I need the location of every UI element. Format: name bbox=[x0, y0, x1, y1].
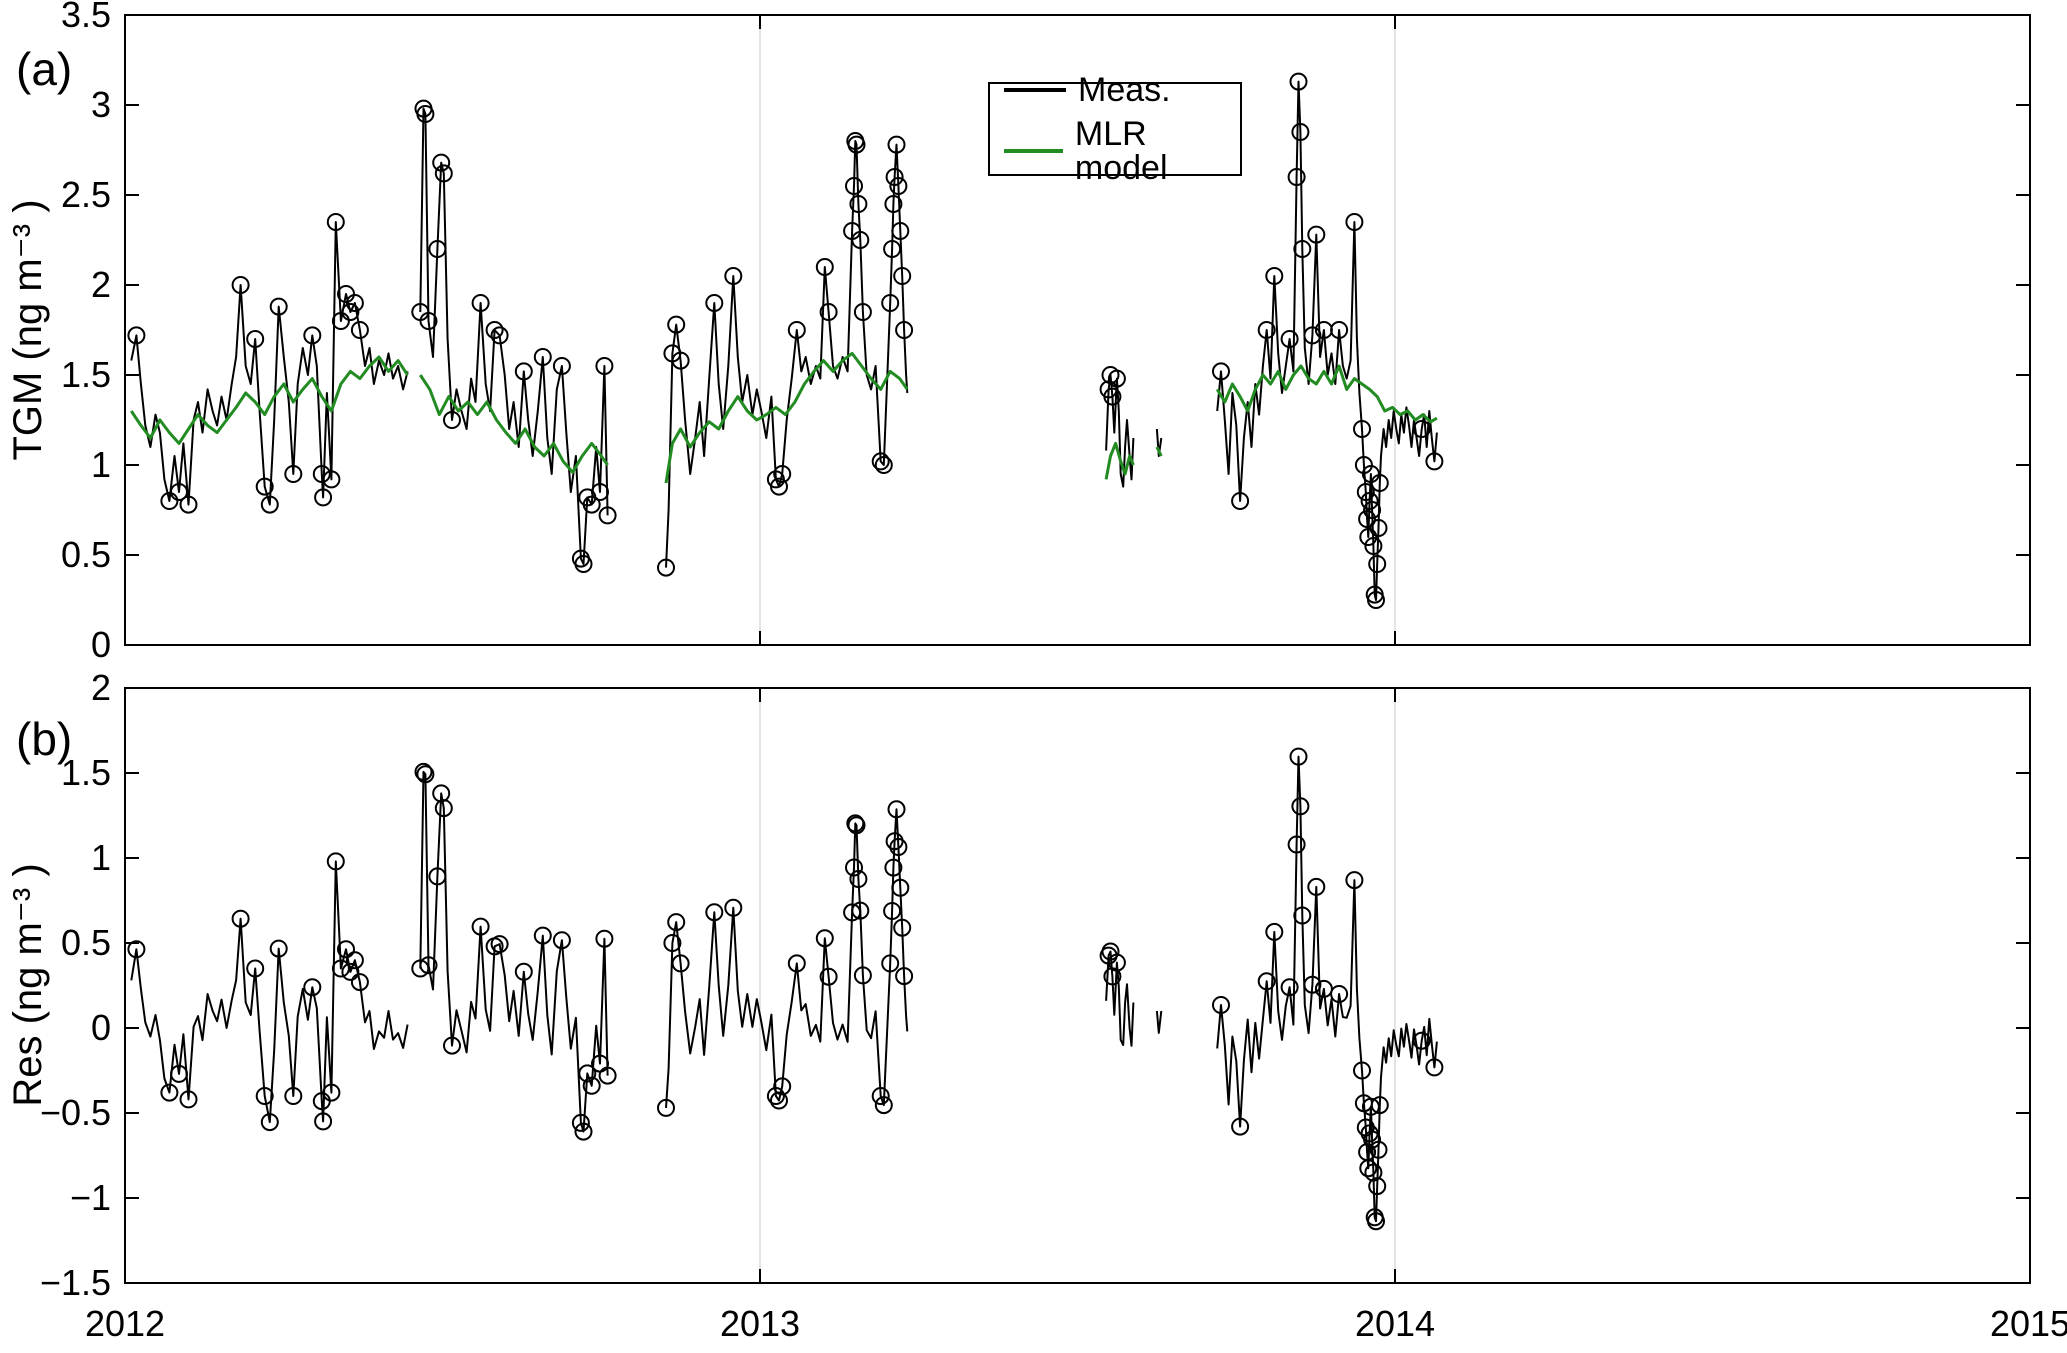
legend-label-meas: Meas. bbox=[1078, 71, 1171, 109]
data-marker bbox=[350, 973, 369, 992]
mlr-model-line-a bbox=[130, 351, 1438, 484]
mlr-model-line-sample bbox=[1004, 149, 1063, 153]
y-tick-label: −1 bbox=[70, 1177, 111, 1218]
x-tick-label: 2013 bbox=[720, 1303, 800, 1344]
y-tick-label: 2 bbox=[91, 667, 111, 708]
panel-b-tag: (b) bbox=[16, 713, 73, 765]
meas-line-a bbox=[130, 80, 1438, 601]
data-marker bbox=[345, 951, 364, 970]
meas-line-sample bbox=[1004, 88, 1066, 92]
y-tick-label: 2.5 bbox=[61, 174, 111, 215]
data-marker bbox=[490, 935, 509, 954]
x-tick-label: 2014 bbox=[1355, 1303, 1435, 1344]
data-marker bbox=[337, 940, 355, 959]
axes-box-a bbox=[124, 14, 2031, 646]
legend-item-mlr-model: MLR model bbox=[1004, 117, 1240, 185]
axes-box-b bbox=[124, 687, 2031, 1284]
y-tick-label: 1.5 bbox=[61, 752, 111, 793]
y-tick-label: 1 bbox=[91, 444, 111, 485]
y-tick-label: 1 bbox=[91, 837, 111, 878]
panel-a-ylabel: TGM (ng m⁻³ ) bbox=[6, 199, 50, 461]
legend-item-meas: Meas. bbox=[1004, 73, 1240, 107]
data-marker bbox=[345, 294, 364, 312]
y-tick-label: 0.5 bbox=[61, 922, 111, 963]
panel-b-ylabel: Res (ng m⁻³ ) bbox=[6, 863, 50, 1107]
y-tick-label: −1.5 bbox=[40, 1262, 111, 1303]
y-tick-label: 0 bbox=[91, 624, 111, 665]
data-marker bbox=[303, 978, 322, 997]
y-tick-label: 0 bbox=[91, 1007, 111, 1048]
res-markers-b bbox=[127, 747, 1444, 1231]
y-tick-label: −0.5 bbox=[40, 1092, 111, 1133]
x-tick-label: 2015 bbox=[1990, 1303, 2067, 1344]
y-tick-label: 1.5 bbox=[61, 354, 111, 395]
meas-markers-a bbox=[127, 72, 1444, 609]
data-marker bbox=[490, 326, 509, 345]
data-marker bbox=[350, 321, 369, 339]
y-tick-label: 3 bbox=[91, 84, 111, 125]
y-tick-label: 2 bbox=[91, 264, 111, 305]
data-marker bbox=[770, 1091, 788, 1110]
data-marker bbox=[770, 477, 788, 496]
legend-label-mlr-model: MLR model bbox=[1074, 115, 1168, 187]
res-line-b bbox=[130, 755, 1438, 1223]
y-tick-label: 0.5 bbox=[61, 534, 111, 575]
y-tick-label: 3.5 bbox=[61, 0, 111, 35]
x-tick-label: 2012 bbox=[85, 1303, 165, 1344]
legend: Meas. MLR model bbox=[988, 73, 1242, 185]
panel-a-tag: (a) bbox=[16, 43, 73, 95]
